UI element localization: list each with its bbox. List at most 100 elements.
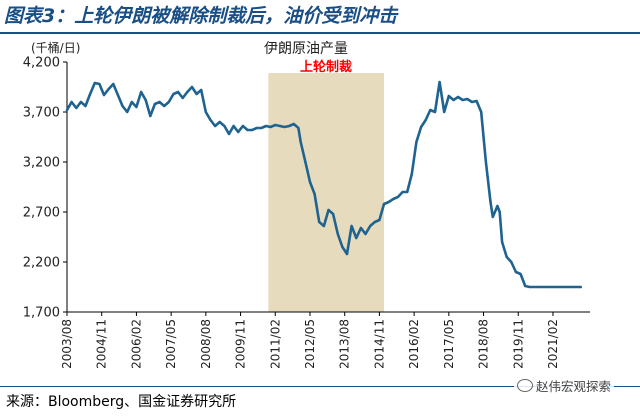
- data-point: [341, 245, 344, 249]
- y-tick-label: 2,200: [23, 256, 60, 271]
- x-tick-label: 2008/08: [199, 319, 213, 369]
- data-point: [565, 285, 568, 289]
- data-point: [260, 126, 263, 130]
- data-point: [181, 96, 184, 100]
- data-point: [278, 124, 282, 128]
- data-point: [551, 285, 555, 289]
- series-points: [65, 80, 582, 289]
- data-point: [350, 224, 353, 228]
- data-point: [378, 218, 381, 222]
- sanction-annotation: 上轮制裁: [300, 59, 352, 75]
- x-tick-label: 2004/11: [95, 319, 109, 369]
- data-point: [438, 80, 441, 84]
- data-point: [500, 240, 504, 244]
- data-point: [163, 104, 166, 108]
- y-tick-label: 4,200: [23, 56, 60, 71]
- data-point: [419, 125, 423, 129]
- y-ticks: 1,700 2,200 2,700 3,200 3,700 4,200: [23, 56, 67, 321]
- y-tick-label: 1,700: [23, 306, 60, 321]
- data-point: [410, 172, 413, 176]
- data-point: [313, 192, 316, 196]
- data-point: [429, 108, 432, 112]
- source-note: 来源：Bloomberg、国金证券研究所: [6, 394, 237, 410]
- data-point: [364, 232, 367, 236]
- data-point: [496, 204, 499, 208]
- data-point: [304, 160, 307, 164]
- data-point: [172, 92, 175, 96]
- data-point: [130, 100, 133, 104]
- data-point: [153, 102, 157, 106]
- data-point: [227, 132, 231, 136]
- data-point: [255, 126, 258, 130]
- data-point: [209, 118, 212, 122]
- data-point: [288, 124, 291, 128]
- data-point: [424, 118, 427, 122]
- data-point: [297, 126, 300, 130]
- data-point: [126, 110, 129, 114]
- x-ticks: 2003/08 2004/11 2006/02 2007/05 2008/08 2009/…: [60, 312, 560, 369]
- y-tick-label: 3,200: [23, 156, 60, 171]
- data-point: [167, 100, 170, 104]
- data-point: [93, 81, 96, 85]
- data-point: [510, 260, 513, 264]
- data-point: [480, 110, 483, 114]
- title-divider: [0, 32, 640, 34]
- data-point: [456, 95, 460, 99]
- x-tick-label: 2012/05: [303, 319, 317, 369]
- x-tick-label: 2016/02: [407, 319, 421, 369]
- data-point: [484, 160, 487, 164]
- data-point: [121, 104, 124, 108]
- x-tick-label: 2014/11: [372, 319, 386, 369]
- data-point: [470, 100, 474, 104]
- data-point: [369, 224, 372, 228]
- data-point: [332, 212, 335, 216]
- data-point: [579, 285, 582, 289]
- data-point: [214, 124, 217, 128]
- data-point: [406, 190, 409, 194]
- data-point: [79, 100, 82, 104]
- x-tick-label: 2011/02: [268, 319, 282, 369]
- data-point: [461, 98, 464, 102]
- data-point: [401, 190, 404, 194]
- data-point: [116, 93, 120, 97]
- data-point: [190, 85, 194, 89]
- data-point: [336, 232, 339, 236]
- data-point: [65, 108, 69, 112]
- data-point: [246, 128, 249, 132]
- data-point: [218, 120, 221, 124]
- data-point: [112, 82, 115, 86]
- data-point: [274, 123, 277, 127]
- wechat-icon: [517, 379, 533, 392]
- x-tick-label: 2018/08: [477, 319, 491, 369]
- chart: 1,700 2,200 2,700 3,200 3,700 4,200 2003/08 20…: [23, 40, 590, 369]
- x-tick-label: 2003/08: [60, 319, 74, 369]
- data-point: [186, 90, 189, 94]
- data-point: [84, 104, 87, 108]
- data-point: [528, 285, 531, 289]
- data-point: [241, 124, 244, 128]
- data-point: [149, 114, 152, 118]
- data-point: [144, 98, 147, 102]
- data-point: [466, 97, 469, 101]
- data-point: [489, 200, 492, 204]
- data-point: [176, 90, 180, 94]
- y-tick-label: 2,700: [23, 206, 60, 221]
- watermark: 赵伟宏观探索: [514, 376, 615, 395]
- data-point: [382, 202, 386, 206]
- data-point: [443, 110, 446, 114]
- data-point: [251, 128, 254, 132]
- chart-title: 伊朗原油产量: [264, 41, 348, 57]
- y-unit-label: (千桶/日): [31, 40, 80, 55]
- x-tick-label: 2009/11: [234, 319, 248, 369]
- data-point: [387, 200, 390, 204]
- x-tick-label: 2006/02: [129, 319, 143, 369]
- data-point: [345, 252, 349, 256]
- x-tick-label: 2021/02: [546, 319, 560, 369]
- data-point: [308, 180, 312, 184]
- axes: [66, 62, 590, 313]
- data-point: [200, 88, 203, 92]
- page-title: 图表3：上轮伊朗被解除制裁后，油价受到冲击: [4, 5, 398, 27]
- y-tick-label: 3,700: [23, 106, 60, 121]
- data-point: [519, 272, 522, 276]
- x-tick-label: 2017/05: [442, 319, 456, 369]
